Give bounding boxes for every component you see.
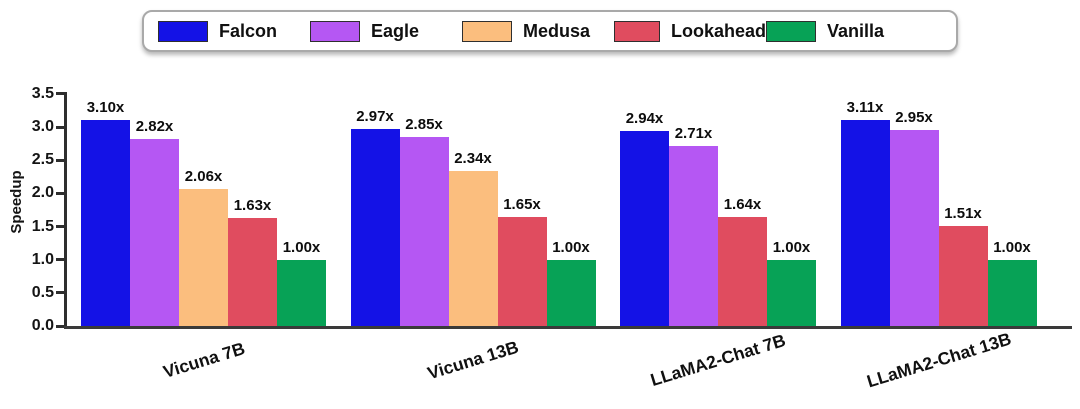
bar-vanilla-vicuna-7b [277, 259, 326, 326]
bar-value-label: 1.65x [503, 195, 541, 213]
bar-value-label: 2.97x [356, 108, 394, 126]
y-tick-label: 2.5 [31, 151, 54, 169]
bar-vanilla-llama2-chat-13b [987, 259, 1037, 326]
y-tick-mark [56, 125, 64, 129]
bar-value-label: 2.94x [625, 110, 664, 128]
bar-lookahead-llama2-chat-13b [938, 225, 988, 326]
y-tick-mark [56, 191, 64, 195]
legend-item-vanilla: Vanilla [766, 20, 918, 42]
y-tick-label: 1.5 [31, 217, 54, 235]
y-tick-label: 2.0 [31, 184, 54, 202]
y-axis-line [64, 92, 67, 329]
bar-value-label: 2.95x [895, 109, 933, 127]
legend-label-falcon: Falcon [219, 20, 278, 41]
legend-item-medusa: Medusa [462, 20, 614, 42]
y-tick-mark [56, 92, 64, 96]
bar-value-label: 3.10x [86, 99, 125, 117]
legend-swatch-medusa [462, 20, 512, 42]
bar-value-label: 1.00x [993, 238, 1031, 256]
bar-lookahead-vicuna-13b [497, 216, 547, 326]
legend-label-medusa: Medusa [523, 20, 591, 41]
legend-item-lookahead: Lookahead [614, 20, 766, 42]
legend-swatch-falcon [158, 20, 208, 42]
legend: Falcon Eagle Medusa Lookahead Vanilla [142, 10, 958, 52]
bar-falcon-llama2-chat-7b [620, 131, 669, 326]
bar-value-label: 2.34x [454, 149, 492, 167]
y-tick-mark [56, 258, 64, 262]
bar-value-label: 2.06x [184, 168, 223, 186]
bar-lookahead-llama2-chat-7b [718, 217, 767, 326]
bar-value-label: 1.64x [723, 196, 762, 214]
y-tick-label: 0.5 [31, 283, 54, 301]
bar-value-label: 2.71x [674, 125, 713, 143]
bar-eagle-llama2-chat-13b [889, 130, 939, 326]
legend-item-falcon: Falcon [158, 20, 310, 42]
y-tick-label: 1.0 [31, 250, 54, 268]
bar-value-label: 1.63x [233, 196, 272, 214]
y-tick-mark [56, 225, 64, 229]
y-tick-mark [56, 291, 64, 295]
bar-value-label: 2.82x [135, 118, 174, 136]
legend-swatch-eagle [310, 20, 360, 42]
y-tick-mark [56, 324, 64, 328]
bar-falcon-vicuna-13b [350, 129, 400, 326]
bar-falcon-vicuna-7b [81, 120, 130, 326]
y-tick-label: 3.0 [31, 118, 54, 136]
y-tick-mark [56, 158, 64, 162]
legend-swatch-vanilla [766, 20, 816, 42]
bar-value-label: 3.11x [846, 98, 884, 116]
bar-vanilla-llama2-chat-7b [767, 259, 816, 326]
bar-value-label: 1.00x [552, 238, 590, 256]
bar-value-label: 1.00x [772, 238, 811, 256]
y-tick-label: 3.5 [31, 84, 54, 102]
bar-medusa-vicuna-7b [179, 189, 228, 326]
bar-eagle-vicuna-7b [130, 139, 179, 326]
x-axis-line [64, 326, 1072, 329]
bar-value-label: 1.00x [282, 238, 321, 256]
bar-falcon-llama2-chat-13b [840, 119, 890, 326]
legend-label-lookahead: Lookahead [670, 20, 766, 41]
bar-medusa-vicuna-13b [448, 170, 498, 326]
bar-value-label: 1.51x [944, 204, 982, 222]
bar-eagle-llama2-chat-7b [669, 146, 718, 326]
legend-item-eagle: Eagle [310, 20, 462, 42]
legend-label-vanilla: Vanilla [827, 20, 885, 41]
y-tick-label: 0.0 [31, 317, 54, 334]
legend-swatch-lookahead [614, 20, 660, 42]
bar-lookahead-vicuna-7b [228, 217, 277, 326]
bar-value-label: 2.85x [405, 116, 443, 134]
legend-label-eagle: Eagle [371, 20, 420, 41]
bar-vanilla-vicuna-13b [546, 259, 596, 326]
bar-eagle-vicuna-13b [399, 137, 449, 326]
